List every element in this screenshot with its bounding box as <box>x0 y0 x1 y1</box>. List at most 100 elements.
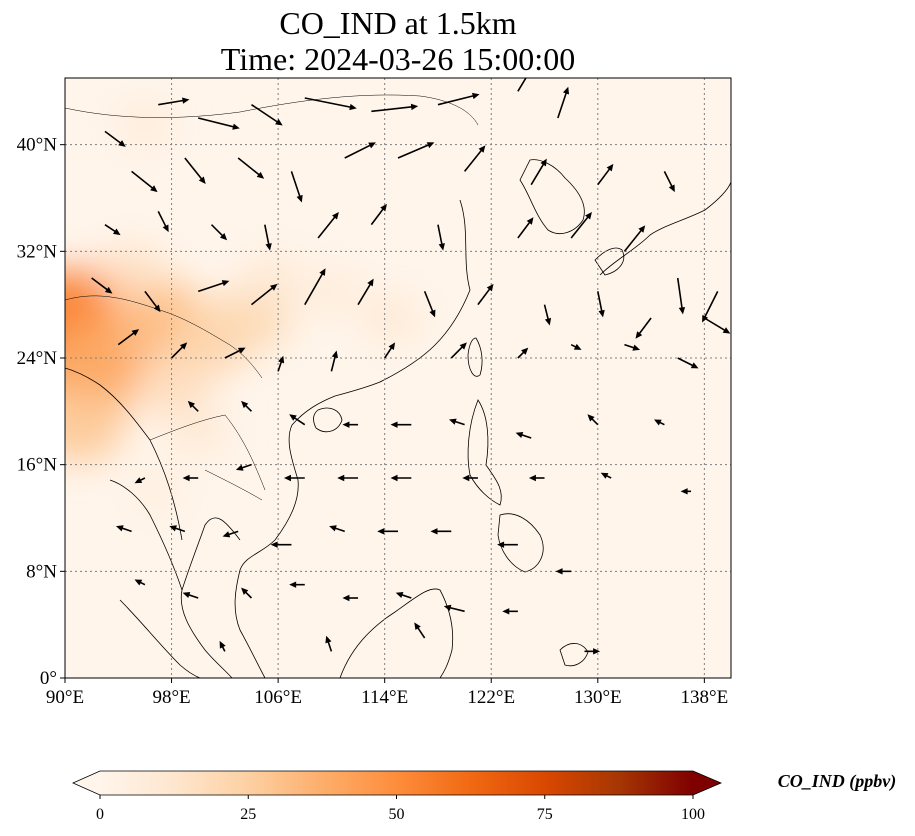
wind-vector <box>677 357 699 369</box>
wind-vector <box>222 530 239 538</box>
colorbar-over-extension <box>693 771 721 795</box>
lat-tick-label: 24°N <box>17 348 58 369</box>
wind-vector <box>337 474 359 482</box>
concentration-blob <box>240 253 303 303</box>
wind-vector <box>289 581 305 588</box>
wind-vector <box>517 347 529 359</box>
wind-vector <box>390 474 412 482</box>
wind-vector <box>270 541 292 548</box>
wind-vector <box>680 488 692 495</box>
wind-vector <box>170 342 188 359</box>
colorbar-tick-label: 50 <box>389 806 405 823</box>
wind-vector <box>235 463 252 471</box>
concentration-blob <box>97 243 167 300</box>
wind-vector <box>437 92 480 106</box>
colorbar: 0 25 50 75 100 CO_IND (ppbv) <box>72 770 896 823</box>
colorbar-ticks: 0 25 50 75 100 <box>96 795 705 823</box>
colorbar-tick-label: 100 <box>681 806 705 823</box>
lon-tick-label: 90°E <box>46 687 84 708</box>
concentration-blob <box>65 387 126 463</box>
coastline-sumatra <box>119 599 201 678</box>
lon-tick-label: 122°E <box>467 687 515 708</box>
wind-vector <box>623 225 646 252</box>
wind-vector <box>250 283 278 306</box>
concentration-blob <box>130 469 186 514</box>
map-title: CO_IND at 1.5km <box>279 5 516 41</box>
wind-vector <box>283 474 305 482</box>
coastline-luzon <box>467 399 502 506</box>
lat-tick-label: 8°N <box>26 561 57 582</box>
wind-vector <box>219 640 226 652</box>
wind-vector <box>182 474 199 482</box>
wind-vector <box>187 400 199 412</box>
wind-vector <box>449 418 465 426</box>
coastline-mindanao <box>497 513 544 573</box>
wind-vector <box>703 317 731 334</box>
wind-vector <box>462 474 478 482</box>
wind-vector <box>463 145 486 172</box>
colorbar-under-extension <box>73 771 100 795</box>
wind-vector <box>325 635 333 652</box>
concentration-blob <box>115 101 175 149</box>
wind-vector <box>134 579 146 586</box>
wind-vector <box>517 78 527 92</box>
wind-vector <box>528 474 545 482</box>
coastline-kyushu <box>594 247 625 276</box>
wind-vector <box>344 142 376 159</box>
lon-tick-label: 106°E <box>254 687 302 708</box>
wind-vector <box>198 117 240 130</box>
wind-vector <box>91 277 113 294</box>
wind-vector <box>423 291 436 318</box>
wind-vector <box>251 104 283 126</box>
latitude-ticks: 0° 8°N 16°N 24°N 32°N 40°N <box>17 135 65 689</box>
wind-vector <box>104 130 126 147</box>
wind-vector <box>384 342 396 359</box>
map-frame <box>64 77 732 679</box>
wind-vector <box>264 224 272 251</box>
wind-vector <box>437 224 445 251</box>
coastline-taiwan <box>467 337 483 377</box>
longitude-ticks: 90°E 98°E 106°E 114°E 122°E 130°E 138°E <box>46 678 728 708</box>
concentration-field <box>65 101 423 514</box>
wind-vector <box>597 291 605 318</box>
wind-vector <box>414 622 426 639</box>
wind-vector <box>169 525 186 533</box>
wind-vector <box>210 224 228 241</box>
wind-vector <box>241 587 253 599</box>
wind-vector <box>624 343 641 351</box>
wind-vector <box>117 329 140 346</box>
wind-vector <box>290 171 303 203</box>
wind-vector <box>158 97 190 106</box>
lat-tick-label: 32°N <box>17 241 58 262</box>
wind-vector <box>557 86 570 119</box>
wind-vector <box>443 604 465 613</box>
wind-vector <box>357 278 374 306</box>
wind-vector <box>342 421 359 428</box>
wind-vector <box>134 477 146 484</box>
wind-vector <box>502 608 518 615</box>
wind-vector <box>116 525 132 533</box>
wind-vector <box>182 591 199 599</box>
country-borders <box>65 94 479 501</box>
wind-vector <box>663 170 675 193</box>
lat-tick-label: 0° <box>40 668 57 689</box>
lat-tick-label: 40°N <box>17 135 58 156</box>
wind-vector <box>517 217 534 239</box>
lon-tick-label: 138°E <box>681 687 729 708</box>
wind-vector <box>497 541 518 548</box>
coastline-east-asia <box>234 199 471 678</box>
wind-vector <box>371 103 419 113</box>
wind-vector <box>224 347 246 359</box>
map-panel: 90°E 98°E 106°E 114°E 122°E 130°E 138°E 0° 8°N 1… <box>17 77 732 708</box>
colorbar-tick-label: 75 <box>537 806 553 823</box>
coastline-malay <box>109 479 183 591</box>
wind-vector <box>450 342 467 359</box>
concentration-blob <box>167 406 230 457</box>
wind-vector <box>289 414 306 426</box>
wind-vector <box>397 142 435 159</box>
wind-vector <box>555 568 572 575</box>
wind-vector <box>304 97 357 111</box>
lat-tick-label: 16°N <box>17 455 58 476</box>
wind-vector <box>144 290 161 313</box>
wind-vector <box>377 528 398 535</box>
